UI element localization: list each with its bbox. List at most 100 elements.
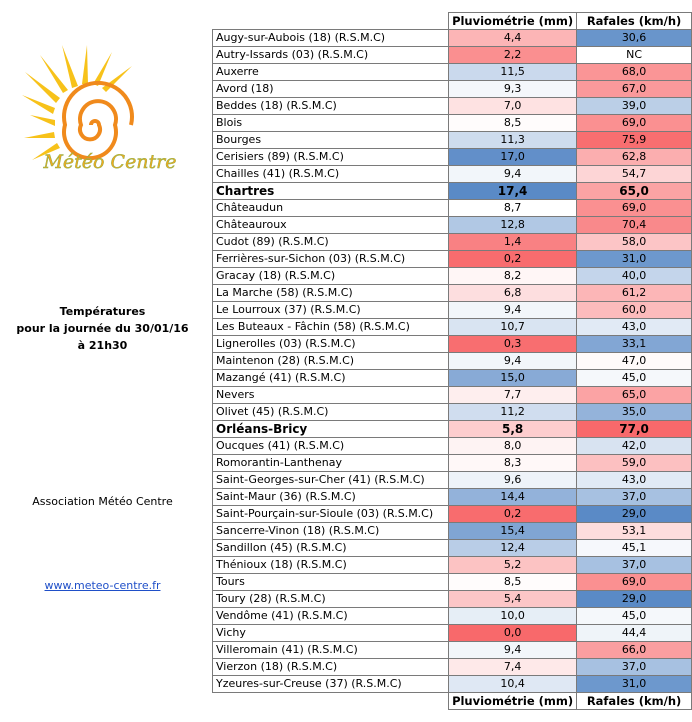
gust-cell: 44,4 bbox=[576, 624, 692, 642]
gust-cell: 31,0 bbox=[576, 675, 692, 693]
station-name: Mazangé (41) (R.S.M.C) bbox=[211, 369, 450, 387]
header-row: Pluviométrie (mm) Rafales (km/h) bbox=[213, 692, 692, 710]
station-name: Gracay (18) (R.S.M.C) bbox=[211, 267, 450, 285]
station-name: Lignerolles (03) (R.S.M.C) bbox=[211, 335, 450, 353]
rain-cell: 8,3 bbox=[448, 454, 578, 472]
station-name: Châteaudun bbox=[211, 199, 450, 217]
gust-cell: 77,0 bbox=[576, 420, 692, 438]
rain-cell: 17,0 bbox=[448, 148, 578, 166]
station-name: Les Buteaux - Fâchin (58) (R.S.M.C) bbox=[211, 318, 450, 336]
station-name: Yzeures-sur-Creuse (37) (R.S.M.C) bbox=[211, 675, 450, 693]
station-name: Augy-sur-Aubois (18) (R.S.M.C) bbox=[211, 29, 450, 47]
gust-cell: NC bbox=[576, 46, 692, 64]
header-blank bbox=[213, 693, 449, 710]
station-name: Le Lourroux (37) (R.S.M.C) bbox=[211, 301, 450, 319]
rain-cell: 15,0 bbox=[448, 369, 578, 387]
rain-cell: 2,2 bbox=[448, 46, 578, 64]
gust-cell: 42,0 bbox=[576, 437, 692, 455]
sun-rays bbox=[22, 45, 132, 160]
row: Mazangé (41) (R.S.M.C) 15,0 45,0 bbox=[211, 369, 692, 387]
gust-cell: 29,0 bbox=[576, 505, 692, 523]
rain-cell: 11,2 bbox=[448, 403, 578, 421]
rain-cell: 0,2 bbox=[448, 250, 578, 268]
rain-cell: 11,3 bbox=[448, 131, 578, 149]
rain-cell: 5,4 bbox=[448, 590, 578, 608]
gust-cell: 69,0 bbox=[576, 114, 692, 132]
row: Bourges 11,3 75,9 bbox=[211, 131, 692, 149]
gust-cell: 54,7 bbox=[576, 165, 692, 183]
rain-cell: 8,5 bbox=[448, 573, 578, 591]
gust-cell: 45,0 bbox=[576, 607, 692, 625]
row: Les Buteaux - Fâchin (58) (R.S.M.C) 10,7 4… bbox=[211, 318, 692, 336]
association: Association Météo Centre bbox=[32, 495, 173, 508]
gust-cell: 45,0 bbox=[576, 369, 692, 387]
link[interactable]: www.meteo-centre.fr bbox=[44, 579, 161, 592]
row: Cudot (89) (R.S.M.C) 1,4 58,0 bbox=[211, 233, 692, 251]
station-name: Orléans-Bricy bbox=[211, 420, 450, 438]
station-name: Chartres bbox=[211, 182, 450, 200]
rain-cell: 11,5 bbox=[448, 63, 578, 81]
gust-cell: 58,0 bbox=[576, 233, 692, 251]
header-cell: Pluviométrie (mm) bbox=[448, 692, 578, 710]
station-name: Saint-Maur (36) (R.S.M.C) bbox=[211, 488, 450, 506]
row: Le Lourroux (37) (R.S.M.C) 9,4 60,0 bbox=[211, 301, 692, 319]
station-name: Saint-Georges-sur-Cher (41) (R.S.M.C) bbox=[211, 471, 450, 489]
row: Oucques (41) (R.S.M.C) 8,0 42,0 bbox=[211, 437, 692, 455]
station-name: Villeromain (41) (R.S.M.C) bbox=[211, 641, 450, 659]
logo: Météo Centre bbox=[22, 45, 177, 173]
row: Nevers 7,7 65,0 bbox=[211, 386, 692, 404]
gust-cell: 39,0 bbox=[576, 97, 692, 115]
row: Saint-Georges-sur-Cher (41) (R.S.M.C) 9,6… bbox=[211, 471, 692, 489]
gust-cell: 75,9 bbox=[576, 131, 692, 149]
station-name: Vendôme (41) (R.S.M.C) bbox=[211, 607, 450, 625]
gust-cell: 31,0 bbox=[576, 250, 692, 268]
row: Toury (28) (R.S.M.C) 5,4 29,0 bbox=[211, 590, 692, 608]
gust-cell: 45,1 bbox=[576, 539, 692, 557]
station-name: Tours bbox=[211, 573, 450, 591]
station-name: Avord (18) bbox=[211, 80, 450, 98]
row: Vendôme (41) (R.S.M.C) 10,0 45,0 bbox=[211, 607, 692, 625]
station-name: Beddes (18) (R.S.M.C) bbox=[211, 97, 450, 115]
row: Vichy 0,0 44,4 bbox=[211, 624, 692, 642]
rain-cell: 8,0 bbox=[448, 437, 578, 455]
gust-cell: 67,0 bbox=[576, 80, 692, 98]
gust-cell: 47,0 bbox=[576, 352, 692, 370]
row: Auxerre 11,5 68,0 bbox=[211, 63, 692, 81]
station-name: Vierzon (18) (R.S.M.C) bbox=[211, 658, 450, 676]
header-cell: Rafales (km/h) bbox=[576, 692, 692, 710]
rain-cell: 8,7 bbox=[448, 199, 578, 217]
table-body: Pluviométrie (mm) Rafales (km/h) Augy-sur-… bbox=[211, 12, 692, 710]
row: Maintenon (28) (R.S.M.C) 9,4 47,0 bbox=[211, 352, 692, 370]
row: Gracay (18) (R.S.M.C) 8,2 40,0 bbox=[211, 267, 692, 285]
rain-cell: 9,4 bbox=[448, 165, 578, 183]
row: Augy-sur-Aubois (18) (R.S.M.C) 4,4 30,6 bbox=[211, 29, 692, 47]
station-name: Blois bbox=[211, 114, 450, 132]
gust-cell: 66,0 bbox=[576, 641, 692, 659]
rain-cell: 10,4 bbox=[448, 675, 578, 693]
gust-cell: 65,0 bbox=[576, 386, 692, 404]
gust-cell: 69,0 bbox=[576, 199, 692, 217]
header-row: Pluviométrie (mm) Rafales (km/h) bbox=[213, 12, 692, 30]
row: Tours 8,5 69,0 bbox=[211, 573, 692, 591]
gust-cell: 35,0 bbox=[576, 403, 692, 421]
rain-cell: 6,8 bbox=[448, 284, 578, 302]
rain-cell: 12,4 bbox=[448, 539, 578, 557]
station-name: Chailles (41) (R.S.M.C) bbox=[211, 165, 450, 183]
row: Autry-Issards (03) (R.S.M.C) 2,2 NC bbox=[211, 46, 692, 64]
gust-cell: 60,0 bbox=[576, 301, 692, 319]
row: Avord (18) 9,3 67,0 bbox=[211, 80, 692, 98]
station-name: Saint-Pourçain-sur-Sioule (03) (R.S.M.C) bbox=[211, 505, 450, 523]
sun-spiral bbox=[62, 80, 134, 161]
gust-cell: 68,0 bbox=[576, 63, 692, 81]
gust-cell: 37,0 bbox=[576, 658, 692, 676]
rain-cell: 10,7 bbox=[448, 318, 578, 336]
station-name: Nevers bbox=[211, 386, 450, 404]
subtitle: pour la journée du 30/01/16 bbox=[16, 322, 189, 335]
rain-cell: 15,4 bbox=[448, 522, 578, 540]
rain-cell: 4,4 bbox=[448, 29, 578, 47]
row: Cerisiers (89) (R.S.M.C) 17,0 62,8 bbox=[211, 148, 692, 166]
rain-cell: 8,2 bbox=[448, 267, 578, 285]
gust-cell: 70,4 bbox=[576, 216, 692, 234]
station-name: Maintenon (28) (R.S.M.C) bbox=[211, 352, 450, 370]
gust-cell: 30,6 bbox=[576, 29, 692, 47]
